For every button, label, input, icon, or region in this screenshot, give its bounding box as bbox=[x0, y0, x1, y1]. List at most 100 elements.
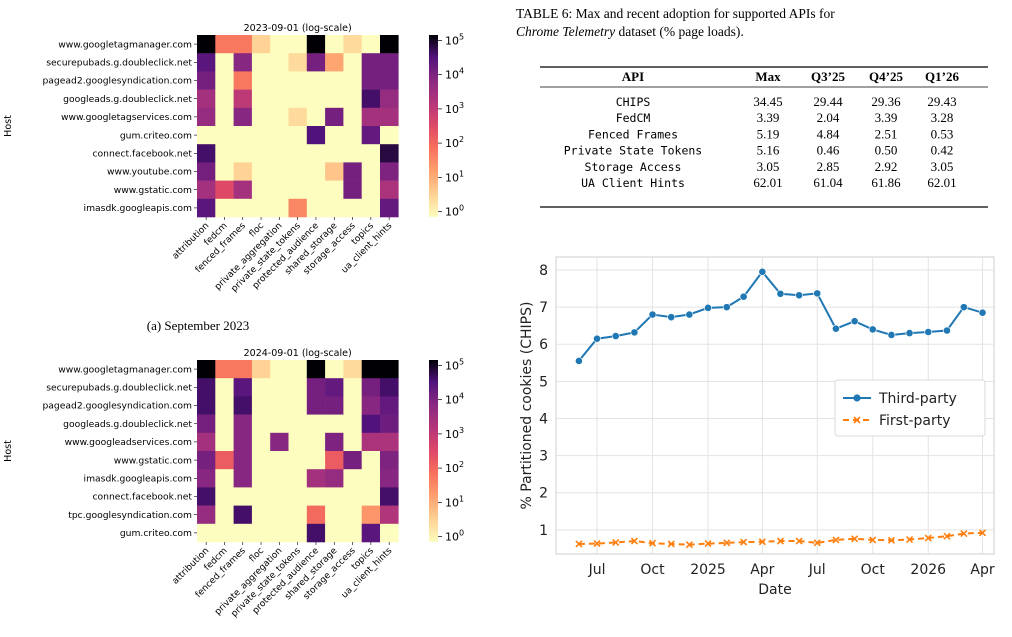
heatmap-cell bbox=[306, 180, 326, 200]
table-title: TABLE 6: Max and recent adoption for sup… bbox=[516, 6, 835, 21]
heatmap-cell bbox=[325, 360, 344, 379]
heatmap-cell bbox=[343, 89, 362, 109]
table-value-cell: 2.04 bbox=[817, 110, 840, 125]
heatmap-cell bbox=[288, 107, 308, 127]
heatmap-cell bbox=[343, 198, 362, 218]
third-party-point bbox=[943, 326, 951, 335]
first-party-point bbox=[943, 532, 951, 540]
heatmap-cell bbox=[270, 414, 289, 434]
first-party-point bbox=[924, 534, 932, 542]
heatmap-cell bbox=[361, 71, 381, 90]
heatmap-cell bbox=[197, 107, 216, 127]
third-party-point bbox=[887, 331, 896, 339]
heatmap-cell bbox=[288, 487, 308, 506]
heatmap-cell bbox=[215, 432, 234, 452]
host-axis-label: Host bbox=[3, 440, 14, 462]
heatmap-cell bbox=[361, 469, 381, 488]
first-party-point bbox=[813, 539, 821, 547]
heatmap-cell bbox=[325, 35, 344, 54]
heatmap-cell bbox=[197, 71, 216, 90]
heatmap-cell bbox=[251, 505, 271, 525]
heatmap-cell bbox=[233, 107, 253, 127]
heatmap-cell bbox=[361, 180, 381, 200]
heatmap-cell bbox=[197, 505, 216, 525]
heatmap-cell bbox=[325, 487, 344, 506]
heatmap-cell bbox=[380, 35, 399, 54]
heatmap-cell bbox=[361, 198, 381, 218]
y-tick-label: 6 bbox=[539, 337, 548, 353]
heatmap-cell bbox=[215, 360, 234, 379]
host-tick-label: www.gstatic.com bbox=[114, 185, 192, 196]
heatmap-cell bbox=[343, 144, 362, 163]
table-value-cell: 34.45 bbox=[753, 94, 782, 109]
heatmap-cell bbox=[215, 198, 234, 218]
first-party-point bbox=[887, 536, 896, 544]
adoption-table: TABLE 6: Max and recent adoption for sup… bbox=[516, 6, 988, 208]
heatmap-cell bbox=[288, 71, 308, 90]
heatmap-cell bbox=[288, 35, 308, 54]
table-value-cell: 0.50 bbox=[875, 143, 898, 158]
heatmap-cell bbox=[233, 523, 253, 543]
heatmap-cell bbox=[343, 396, 362, 415]
heatmap-cell bbox=[215, 396, 234, 415]
heatmap-cell bbox=[306, 451, 326, 470]
heatmap-cell bbox=[306, 378, 326, 397]
heatmap-cell bbox=[233, 162, 253, 181]
heatmap-cell bbox=[288, 523, 308, 543]
heatmap-cell bbox=[306, 487, 326, 506]
table-value-cell: 3.05 bbox=[931, 159, 954, 174]
heatmap-cell bbox=[288, 396, 308, 415]
heatmap-cell bbox=[325, 505, 344, 525]
third-party-point bbox=[776, 289, 785, 298]
heatmap-cell bbox=[251, 523, 271, 543]
heatmap-title: 2023-09-01 (log-scale) bbox=[244, 23, 352, 34]
chips-line-chart: 1 2 3 4 5 6 7 8 Jul Oct 2025 Apr Jul Oct 2026 Apr Date % … bbox=[519, 256, 995, 598]
heatmap-cell bbox=[288, 469, 308, 488]
heatmap-cell bbox=[270, 396, 289, 415]
host-tick-label: www.googletagmanager.com bbox=[58, 364, 192, 375]
table-header-cell: Q3’25 bbox=[811, 69, 845, 84]
heatmap-cell bbox=[215, 523, 234, 543]
heatmap-cell bbox=[288, 180, 308, 200]
heatmap-cell bbox=[251, 414, 271, 434]
host-tick-label: securepubads.g.doubleclick.net bbox=[46, 383, 192, 394]
heatmap-cell bbox=[361, 360, 381, 379]
table-api-cell: UA Client Hints bbox=[581, 176, 685, 190]
heatmap-cell bbox=[306, 126, 326, 145]
colorbar-tick-label: 104 bbox=[445, 392, 464, 407]
heatmap-cell bbox=[343, 451, 362, 470]
heatmap-cell bbox=[325, 126, 344, 145]
heatmap-cell bbox=[197, 35, 216, 54]
table-value-cell: 3.39 bbox=[757, 110, 780, 125]
host-tick-label: gum.criteo.com bbox=[120, 130, 192, 141]
heatmap-cell bbox=[251, 180, 271, 200]
heatmap-cell bbox=[288, 144, 308, 163]
table-value-cell: 0.46 bbox=[817, 143, 840, 158]
heatmap-cell bbox=[306, 53, 326, 72]
heatmap-cell bbox=[288, 126, 308, 145]
heatmap-cell bbox=[380, 71, 399, 90]
third-party-point bbox=[685, 310, 694, 319]
host-tick-label: imasdk.googleapis.com bbox=[84, 474, 192, 485]
heatmap-cell bbox=[343, 487, 362, 506]
host-tick-label: www.googletagservices.com bbox=[61, 112, 192, 123]
host-tick-label: pagead2.googlesyndication.com bbox=[42, 401, 192, 412]
y-tick-label: 1 bbox=[539, 523, 548, 539]
heatmap-cell bbox=[343, 414, 362, 434]
heatmap-cell bbox=[215, 71, 234, 90]
legend: Third-party First-party bbox=[834, 379, 986, 437]
heatmap-cell bbox=[288, 360, 308, 379]
heatmap-cell bbox=[380, 198, 399, 218]
heatmap-cell bbox=[270, 35, 289, 54]
heatmap-cell bbox=[361, 378, 381, 397]
legend-marker bbox=[853, 416, 861, 424]
heatmap-cell bbox=[197, 487, 216, 506]
heatmap-cell bbox=[251, 396, 271, 415]
third-party-point bbox=[850, 317, 859, 326]
heatmap-cell bbox=[288, 432, 308, 452]
heatmap-cell bbox=[325, 53, 344, 72]
table-value-cell: 61.04 bbox=[813, 175, 843, 190]
table-value-cell: 29.44 bbox=[813, 94, 843, 109]
heatmap-cell bbox=[343, 378, 362, 397]
third-party-point bbox=[868, 325, 877, 334]
